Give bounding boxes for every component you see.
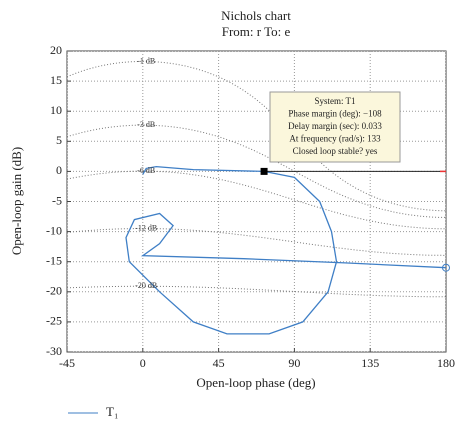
datatip-bg: [269, 91, 401, 163]
y-tick-label: 10: [50, 103, 62, 117]
datatip-box: System: T1 Phase margin (deg): −108 Delay …: [269, 91, 401, 163]
x-tick-label: 180: [437, 356, 455, 370]
y-axis-label: Open-loop gain (dB): [9, 147, 24, 255]
x-tick-label: 45: [213, 356, 225, 370]
chart-title: Nichols chart: [221, 8, 291, 23]
y-tick-label: -15: [46, 253, 62, 267]
y-tick-label: 20: [50, 43, 62, 57]
y-tick-label: 0: [56, 163, 62, 177]
y-tick-label: 15: [50, 73, 62, 87]
y-tick-label: -5: [52, 193, 62, 207]
contour-label: -20 dB: [135, 281, 157, 290]
chart-subtitle: From: r To: e: [222, 24, 291, 39]
y-tick-label: -10: [46, 223, 62, 237]
x-tick-label: 135: [361, 356, 379, 370]
x-tick-label: 90: [288, 356, 300, 370]
y-tick-label: 5: [56, 133, 62, 147]
grid-contour: [67, 60, 446, 212]
datatip-marker: [260, 167, 268, 175]
datatip-text: At frequency (rad/s): 133: [289, 134, 381, 144]
datatip-text: System: T1: [314, 96, 355, 106]
datatip-text: Phase margin (deg): −108: [288, 109, 382, 119]
y-tick-label: -20: [46, 284, 62, 298]
datatip-text: Delay margin (sec): 0.033: [288, 121, 382, 131]
x-tick-label: 0: [140, 356, 146, 370]
contour-label: -6 dB: [137, 166, 155, 175]
y-tick-label: -25: [46, 314, 62, 328]
contour-label: -3 dB: [137, 120, 155, 129]
contour-label: -12 dB: [135, 223, 157, 232]
x-axis-label: Open-loop phase (deg): [196, 375, 315, 390]
end-marker: [442, 263, 450, 272]
x-tick-label: -45: [59, 356, 75, 370]
y-tick-label: -30: [46, 344, 62, 358]
grid-contour: [67, 170, 446, 230]
legend-label: T₁: [106, 404, 118, 419]
contour-label: -1 dB: [137, 56, 155, 65]
grid-contour: [67, 285, 446, 298]
datatip-text: Closed loop stable? yes: [293, 146, 378, 156]
